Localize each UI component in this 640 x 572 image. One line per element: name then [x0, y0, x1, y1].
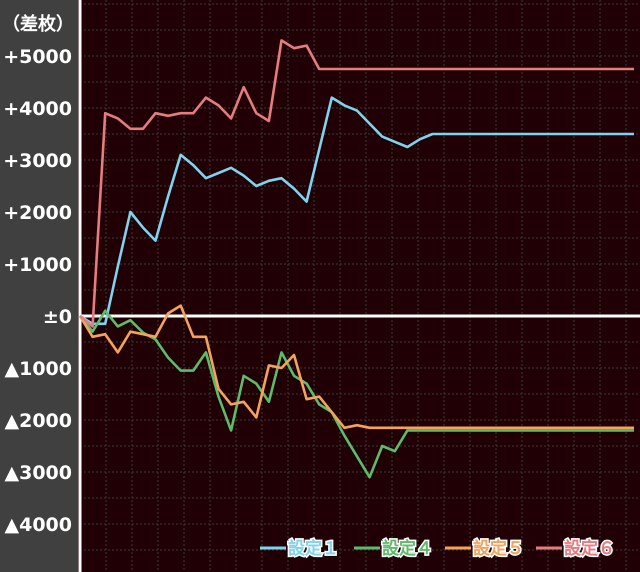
series-line-4 [79, 39, 634, 328]
y-tick-label: +2000 [3, 202, 72, 224]
y-tick-label: +4000 [3, 98, 72, 120]
y-tick-label: ▲3000 [5, 462, 73, 484]
y-tick-label: ▲1000 [5, 358, 73, 380]
y-axis-labels: +5000 +4000 +3000 +2000 +1000 ±0 ▲1000 ▲2000 ▲30… [3, 46, 72, 536]
y-axis-title: （差枚） [2, 13, 74, 35]
y-tick-label: +1000 [3, 254, 72, 276]
series-line-1 [79, 96, 634, 326]
legend-label: 設定５ [473, 538, 524, 559]
y-tick-label: ▲2000 [5, 410, 73, 432]
legend-label: 設定４ [382, 538, 433, 559]
y-tick-label: ▲4000 [5, 514, 73, 536]
legend-label: 設定１ [288, 538, 339, 559]
legend: 設定１ 設定４ 設定５ 設定６ [260, 537, 617, 561]
left-axis-panel [0, 0, 78, 572]
legend-label: 設定６ [564, 538, 615, 559]
series-line-2 [78, 309, 634, 479]
y-tick-label: +5000 [3, 46, 72, 68]
series-line-3 [78, 304, 634, 430]
y-tick-label: ±0 [43, 306, 72, 328]
series-lines [78, 39, 634, 479]
y-tick-label: +3000 [3, 150, 72, 172]
plot-area [78, 0, 640, 572]
grid [78, 0, 640, 572]
